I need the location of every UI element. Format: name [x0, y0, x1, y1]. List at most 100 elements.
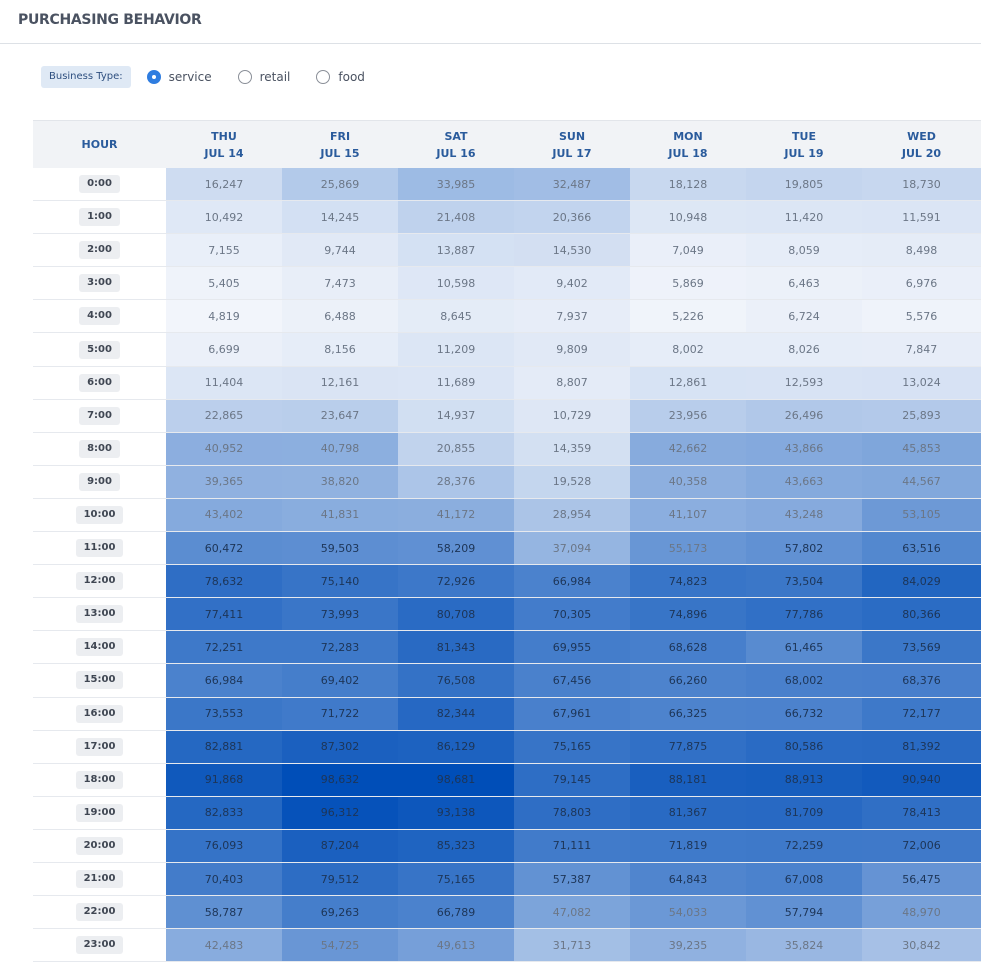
- heatmap-cell: 67,961: [514, 697, 630, 730]
- heatmap-cell: 48,970: [862, 896, 981, 929]
- heatmap-cell: 78,413: [862, 796, 981, 829]
- heatmap-cell: 80,708: [398, 598, 514, 631]
- heatmap-cell: 74,896: [630, 598, 746, 631]
- heatmap-cell: 66,984: [514, 565, 630, 598]
- heatmap-cell: 72,283: [282, 631, 398, 664]
- hour-label: 12:00: [75, 572, 124, 591]
- radio-service[interactable]: [146, 70, 161, 84]
- hour-label: 5:00: [79, 340, 120, 359]
- hour-label: 10:00: [75, 505, 124, 524]
- table-row: 8:00 40,952 40,798 20,855 14,359 42,662 43,866…: [33, 432, 981, 466]
- day-date: JUL 16: [436, 146, 476, 160]
- table-row: 11:00 60,472 59,503 58,209 37,094 55,173 57,80…: [33, 532, 981, 566]
- radio-option-retail[interactable]: retail: [237, 70, 290, 84]
- day-name: SAT: [444, 129, 468, 143]
- radio-retail[interactable]: [237, 70, 252, 84]
- heatmap-cell: 63,516: [862, 532, 981, 565]
- heatmap-cell: 9,809: [514, 333, 630, 366]
- hour-cell: 20:00: [33, 830, 166, 862]
- heatmap-cell: 11,420: [746, 201, 862, 234]
- table-row: 23:00 42,483 54,725 49,613 31,713 39,235 35,82…: [33, 929, 981, 963]
- day-column-header: SAT JUL 16: [398, 121, 514, 168]
- heatmap-cell: 18,128: [630, 168, 746, 201]
- heatmap-cell: 26,496: [746, 399, 862, 432]
- heatmap-cell: 13,887: [398, 234, 514, 267]
- hour-cell: 16:00: [33, 698, 166, 730]
- hour-cell: 11:00: [33, 532, 166, 564]
- heatmap-cell: 60,472: [166, 532, 282, 565]
- heatmap-cell: 96,312: [282, 796, 398, 829]
- heatmap-cell: 6,488: [282, 300, 398, 333]
- heatmap-cell: 14,359: [514, 432, 630, 465]
- heatmap-cell: 20,366: [514, 201, 630, 234]
- heatmap-cell: 68,628: [630, 631, 746, 664]
- heatmap-cell: 11,209: [398, 333, 514, 366]
- heatmap-cell: 72,259: [746, 829, 862, 862]
- hour-cell: 17:00: [33, 731, 166, 763]
- day-column-header: WED JUL 20: [862, 121, 981, 168]
- heatmap-cell: 71,722: [282, 697, 398, 730]
- day-name: SUN: [558, 129, 586, 143]
- hour-label: 7:00: [79, 406, 120, 425]
- heatmap-cell: 8,059: [746, 234, 862, 267]
- heatmap-cell: 43,248: [746, 498, 862, 532]
- page-header: PURCHASING BEHAVIOR: [0, 0, 981, 44]
- heatmap-cell: 68,002: [746, 664, 862, 697]
- hour-cell: 3:00: [33, 267, 166, 299]
- heatmap-cell: 81,392: [862, 730, 981, 763]
- day-name: FRI: [329, 129, 351, 143]
- heatmap-cell: 57,802: [746, 532, 862, 565]
- heatmap-cell: 76,093: [166, 829, 282, 862]
- hour-label: 1:00: [79, 208, 120, 227]
- hour-column-header: HOUR: [81, 138, 118, 151]
- heatmap-cell: 42,483: [166, 929, 282, 962]
- day-column-header: SUN JUL 17: [514, 121, 630, 168]
- heatmap-cell: 70,403: [166, 862, 282, 896]
- day-date: JUL 18: [668, 146, 708, 160]
- heatmap-cell: 40,798: [282, 432, 398, 465]
- radio-label-food: food: [338, 70, 365, 84]
- day-column-header: TUE JUL 19: [746, 121, 862, 168]
- heatmap-body: 0:00 16,247 25,869 33,985 32,487 18,128 19,805…: [33, 168, 981, 963]
- radio-option-service[interactable]: service: [146, 70, 212, 84]
- hour-cell: 18:00: [33, 764, 166, 796]
- heatmap-cell: 12,593: [746, 366, 862, 399]
- day-name: MON: [673, 129, 703, 143]
- heatmap-cell: 32,487: [514, 168, 630, 201]
- heatmap-cell: 13,024: [862, 366, 981, 399]
- page-title: PURCHASING BEHAVIOR: [18, 12, 202, 28]
- table-row: 2:00 7,155 9,744 13,887 14,530 7,049 8,059 8,49…: [33, 234, 981, 268]
- heatmap-cell: 23,956: [630, 399, 746, 432]
- day-name: TUE: [792, 129, 816, 143]
- day-name: THU: [211, 129, 237, 143]
- heatmap-cell: 33,985: [398, 168, 514, 201]
- hour-cell: 9:00: [33, 466, 166, 498]
- radio-option-food[interactable]: food: [316, 70, 365, 84]
- heatmap-cell: 41,831: [282, 498, 398, 532]
- hour-cell: 6:00: [33, 367, 166, 399]
- heatmap-cell: 20,855: [398, 432, 514, 465]
- heatmap-cell: 71,111: [514, 829, 630, 862]
- table-row: 21:00 70,403 79,512 75,165 57,387 64,843 67,00…: [33, 862, 981, 897]
- heatmap-cell: 8,002: [630, 333, 746, 366]
- heatmap-cell: 8,156: [282, 333, 398, 366]
- radio-food[interactable]: [316, 70, 331, 84]
- heatmap-cell: 79,512: [282, 862, 398, 896]
- table-row: 14:00 72,251 72,283 81,343 69,955 68,628 61,46…: [33, 631, 981, 665]
- heatmap-cell: 8,026: [746, 333, 862, 366]
- heatmap-cell: 58,787: [166, 896, 282, 929]
- heatmap-cell: 68,376: [862, 664, 981, 697]
- heatmap-cell: 66,260: [630, 664, 746, 697]
- heatmap-cell: 80,586: [746, 730, 862, 763]
- heatmap-cell: 81,343: [398, 631, 514, 664]
- hour-label: 13:00: [75, 605, 124, 624]
- heatmap-cell: 44,567: [862, 465, 981, 498]
- heatmap-cell: 82,833: [166, 796, 282, 829]
- hour-label: 6:00: [79, 373, 120, 392]
- heatmap-cell: 41,172: [398, 498, 514, 532]
- table-row: 20:00 76,093 87,204 85,323 71,111 71,819 72,25…: [33, 829, 981, 863]
- heatmap-cell: 23,647: [282, 399, 398, 432]
- heatmap-cell: 90,940: [862, 763, 981, 796]
- business-type-filter: Business Type: service retail food: [41, 66, 391, 88]
- heatmap-cell: 93,138: [398, 796, 514, 829]
